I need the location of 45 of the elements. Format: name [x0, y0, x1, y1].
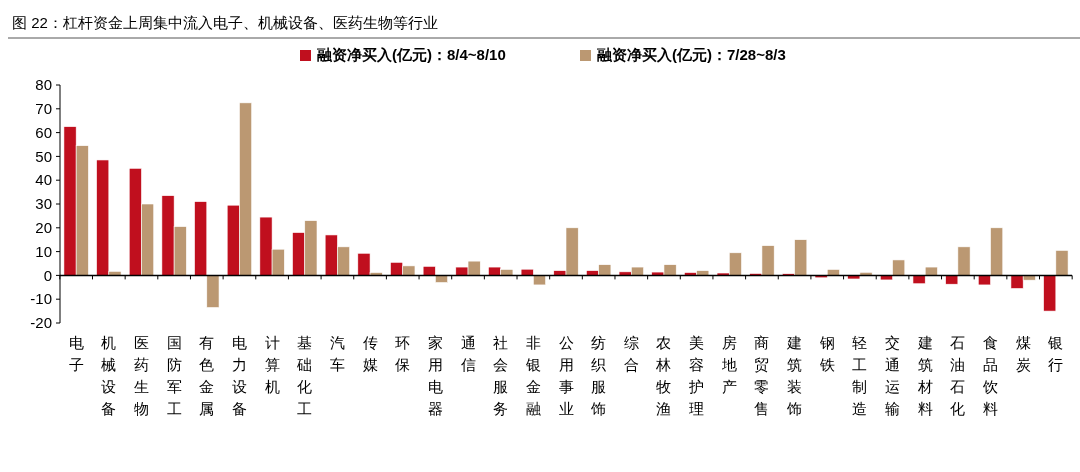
x-tick-label: 电力设备	[231, 334, 247, 417]
x-tick-label: 交通运输	[885, 334, 901, 417]
y-tick-label: 0	[43, 266, 52, 284]
x-tick-label: 建筑装饰	[786, 334, 803, 417]
y-tick-label: 50	[35, 147, 52, 165]
x-tick-label: 综合	[623, 334, 639, 373]
chart-title: 图 22：杠杆资金上周集中流入电子、机械设备、医药生物等行业	[12, 14, 438, 31]
legend-label: 融资净买入(亿元)：7/28~8/3	[597, 46, 786, 63]
x-tick-label: 商贸零售	[754, 334, 770, 417]
y-tick-label: 10	[35, 242, 52, 260]
x-tick-label: 美容护理	[688, 334, 705, 417]
x-tick-label: 食品饮料	[982, 334, 999, 417]
x-tick-label: 煤炭	[1015, 334, 1031, 373]
legend-label: 融资净买入(亿元)：8/4~8/10	[317, 46, 506, 63]
x-tick-label: 建筑材料	[916, 334, 933, 417]
y-tick-label: 80	[35, 76, 52, 94]
y-tick-label: 20	[35, 219, 52, 237]
x-tick-label: 公用事业	[558, 334, 574, 417]
x-tick-label: 纺织服饰	[590, 334, 607, 417]
x-tick-label: 通信	[460, 334, 476, 373]
x-tick-label: 房地产	[720, 334, 737, 395]
x-tick-label: 钢铁	[818, 334, 835, 373]
x-tick-label: 轻工制造	[852, 334, 868, 417]
x-tick-label: 传媒	[362, 334, 378, 373]
y-tick-label: 60	[35, 123, 52, 141]
y-tick-label: -10	[30, 290, 52, 308]
x-tick-label: 家用电器	[427, 334, 443, 417]
x-tick-label: 银行	[1047, 334, 1064, 373]
x-tick-label: 农林牧渔	[655, 334, 672, 417]
y-tick-label: -20	[30, 314, 52, 332]
x-tick-label: 医药生物	[133, 334, 149, 417]
x-tick-label: 基础化工	[296, 334, 313, 417]
x-tick-label: 国防军工	[166, 334, 182, 417]
x-tick-label: 非银金融	[524, 334, 541, 417]
x-tick-label: 有色金属	[199, 334, 215, 417]
x-tick-label: 电子	[68, 334, 84, 373]
x-tick-label: 石油石化	[950, 334, 966, 417]
y-tick-label: 40	[35, 171, 52, 189]
x-tick-label: 机械设备	[101, 334, 117, 417]
x-tick-label: 环保	[395, 334, 411, 373]
y-tick-label: 70	[35, 100, 52, 118]
x-tick-label: 计算机	[264, 334, 280, 395]
y-tick-label: 30	[35, 195, 52, 213]
x-tick-label: 汽车	[329, 334, 345, 373]
x-tick-label: 社会服务	[493, 334, 509, 417]
